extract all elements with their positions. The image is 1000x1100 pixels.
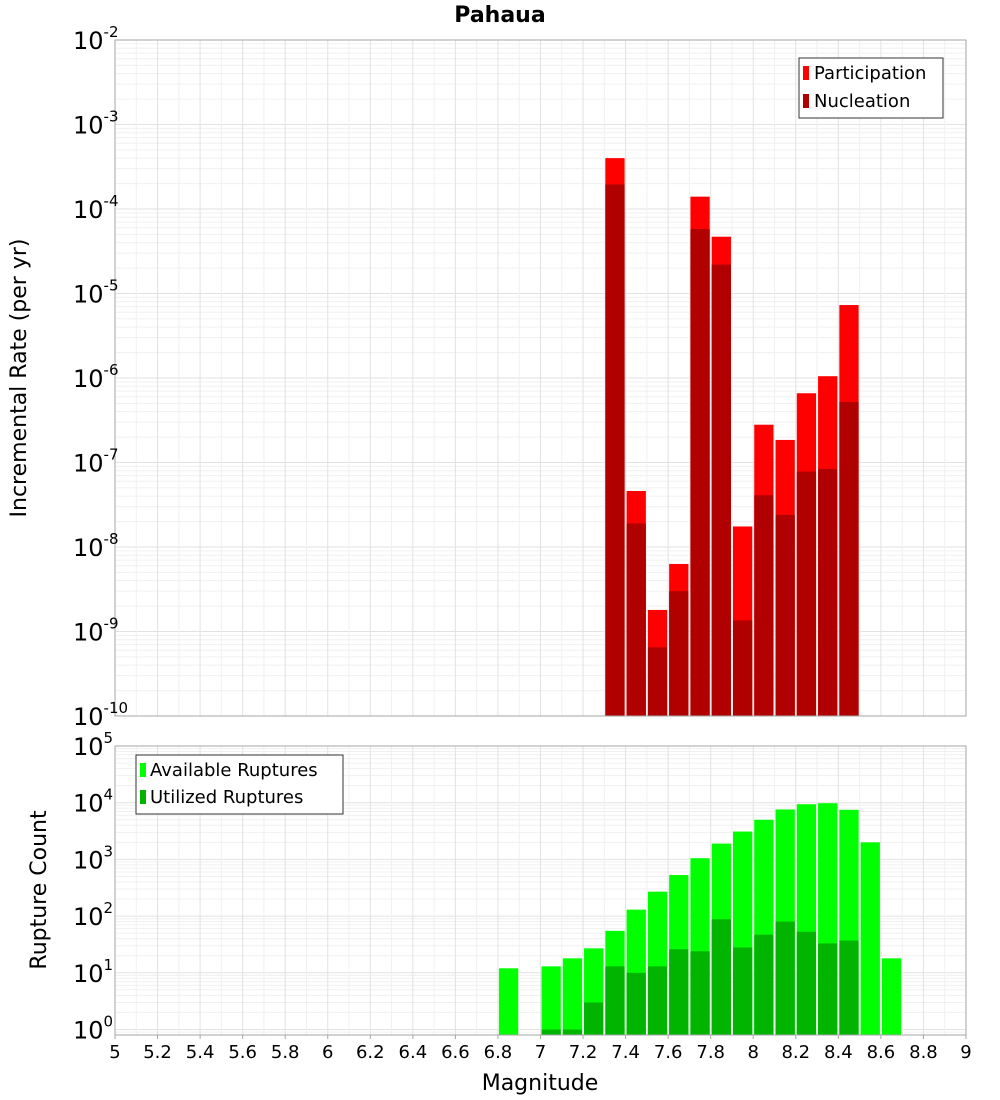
top-y-tick-label: 10-7 [73,446,119,478]
top-bars [605,158,859,717]
bottom-bar-utilized-ruptures [775,921,795,1035]
bottom-bar-utilized-ruptures [605,966,625,1035]
top-y-tick-label: 10-3 [73,108,119,140]
x-ticks: 5 5.2 5.4 5.6 5.8 6 6.2 6.4 6.6 6.8 7 7.2 7.4 7.6 7.8 8… [109,1035,972,1063]
x-tick-label: 8.6 [867,1042,896,1063]
top-y-axis-label: Incremental Rate (per yr) [7,239,32,518]
top-legend-box [798,57,944,119]
top-plot-frame [114,39,967,717]
x-tick-label: 6.2 [356,1042,385,1063]
x-tick-label: 5.4 [186,1042,215,1063]
legend-label-utilized: Utilized Ruptures [150,787,303,808]
legend-swatch-available [140,763,146,777]
top-bar-nucleation [669,591,689,716]
bottom-y-tick-label: 105 [73,729,113,761]
legend-swatch-utilized [140,790,146,804]
bottom-bar-available-ruptures [562,958,583,1035]
bottom-bar-utilized-ruptures [754,934,774,1035]
bottom-y-tick-label: 103 [73,842,113,874]
legend-swatch-participation [803,66,809,80]
bottom-y-tick-label: 101 [73,956,113,988]
top-y-ticks: 10-2 10-3 10-4 10-5 10-6 10-7 10-8 10-9 10-10 [73,23,128,731]
bottom-bar-utilized-ruptures [626,972,646,1035]
x-tick-label: 6.4 [399,1042,428,1063]
x-tick-label: 8.4 [824,1042,853,1063]
legend-label-nucleation: Nucleation [814,91,910,112]
bottom-y-tick-label: 102 [73,899,113,931]
bottom-bar-utilized-ruptures [669,949,689,1035]
top-bar-nucleation [647,647,668,716]
bottom-legend-box [135,754,344,815]
top-bar-nucleation [626,523,646,716]
x-tick-label: 7.6 [654,1042,683,1063]
top-y-tick-label: 10-2 [73,23,119,55]
bottom-legend: Available Ruptures Utilized Ruptures [135,754,344,815]
top-legend: Participation Nucleation [798,57,944,119]
x-tick-label: 5.6 [228,1042,257,1063]
top-bar-nucleation [732,620,753,716]
top-grid [114,39,967,717]
top-bar-nucleation [754,495,774,716]
bottom-bar-utilized-ruptures [647,966,668,1035]
x-tick-label: 8.8 [909,1042,938,1063]
bottom-bar-utilized-ruptures [732,947,753,1035]
bottom-y-ticks: 105 104 103 102 101 100 [73,729,113,1045]
bottom-y-axis-label: Rupture Count [27,810,52,970]
x-tick-label: 5.2 [143,1042,172,1063]
bottom-bar-available-ruptures [860,842,880,1035]
legend-label-available: Available Ruptures [150,760,318,781]
bottom-bar-available-ruptures [881,958,902,1035]
top-y-tick-label: 10-5 [73,277,119,309]
bottom-y-tick-label: 104 [73,786,113,818]
bottom-bar-utilized-ruptures [541,1029,561,1035]
bottom-bar-available-ruptures [541,966,561,1035]
bottom-bar-utilized-ruptures [839,940,859,1035]
chart-title: Pahaua [454,3,545,28]
top-y-tick-label: 10-4 [73,192,119,224]
top-bar-nucleation [818,468,838,716]
x-tick-label: 5 [109,1042,120,1063]
top-bar-nucleation [711,264,731,716]
bottom-bars [498,803,902,1035]
top-bar-nucleation [605,184,625,717]
bottom-bar-utilized-ruptures [584,1002,604,1035]
top-bar-nucleation [796,471,817,716]
bottom-bar-available-ruptures [498,968,519,1035]
x-axis-label: Magnitude [482,1071,599,1096]
x-tick-label: 9 [960,1042,971,1063]
legend-label-participation: Participation [814,63,926,84]
top-y-tick-label: 10-8 [73,530,119,562]
x-tick-label: 7.4 [611,1042,640,1063]
top-y-tick-label: 10-10 [73,699,128,731]
x-tick-label: 6.8 [484,1042,513,1063]
x-tick-label: 7 [535,1042,546,1063]
bottom-bar-utilized-ruptures [562,1029,583,1035]
x-tick-label: 7.8 [696,1042,725,1063]
bottom-panel: 105 104 103 102 101 100 Rupture Count Availab… [27,729,972,1096]
x-tick-label: 5.8 [271,1042,300,1063]
x-tick-label: 8 [748,1042,759,1063]
bottom-bar-utilized-ruptures [711,919,731,1035]
top-bar-nucleation [775,514,795,716]
x-tick-label: 7.2 [569,1042,598,1063]
bottom-bar-utilized-ruptures [796,931,817,1035]
bottom-bar-utilized-ruptures [690,951,710,1035]
x-tick-label: 6.6 [441,1042,470,1063]
top-y-tick-label: 10-9 [73,615,119,647]
bottom-y-tick-label: 100 [73,1013,113,1045]
top-bar-nucleation [839,401,859,716]
top-y-tick-label: 10-6 [73,361,119,393]
top-bar-nucleation [690,228,710,716]
legend-swatch-nucleation [803,94,809,108]
x-tick-label: 8.2 [781,1042,810,1063]
bottom-bar-utilized-ruptures [818,943,838,1035]
x-tick-label: 6 [322,1042,333,1063]
top-panel: 10-2 10-3 10-4 10-5 10-6 10-7 10-8 10-9 10-10 In… [7,23,967,731]
